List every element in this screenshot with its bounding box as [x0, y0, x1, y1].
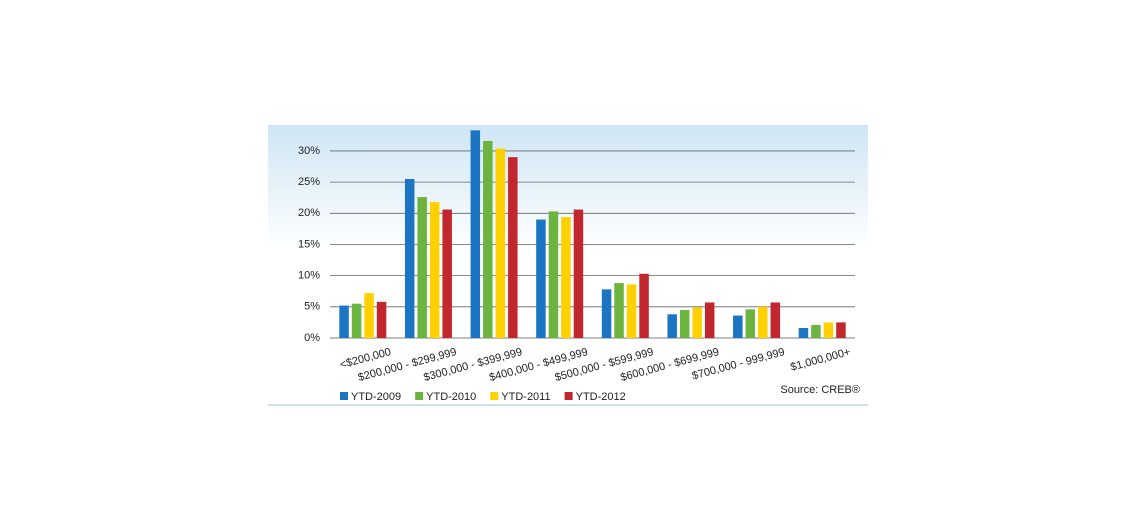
bar	[561, 217, 571, 338]
bar	[798, 328, 809, 338]
bar	[836, 322, 846, 338]
legend-label: YTD-2009	[351, 391, 401, 403]
bar	[811, 324, 821, 338]
bar	[601, 289, 612, 338]
bar	[548, 211, 559, 338]
legend-swatch	[340, 392, 348, 400]
bar	[442, 209, 452, 338]
bar	[417, 197, 427, 338]
bar	[364, 293, 374, 338]
legend-label: YTD-2012	[576, 391, 626, 403]
bar	[351, 303, 362, 338]
legend-swatch	[415, 392, 424, 400]
bar	[376, 301, 387, 338]
legend-label: YTD-2010	[426, 391, 476, 403]
bar	[536, 219, 546, 338]
bar	[573, 209, 584, 338]
bar	[639, 273, 649, 338]
y-tick-label: 30%	[298, 145, 320, 157]
bar	[614, 283, 624, 338]
bar	[626, 284, 637, 338]
y-tick-label: 15%	[298, 238, 320, 250]
bar	[429, 202, 440, 338]
bar	[704, 302, 715, 338]
bar	[692, 307, 702, 338]
legend-label: YTD-2011	[501, 391, 550, 403]
bar	[483, 140, 493, 338]
y-tick-label: 25%	[298, 176, 320, 188]
bar	[745, 309, 756, 338]
y-tick-label: 20%	[298, 207, 320, 219]
y-tick-label: 0%	[304, 332, 320, 344]
bar	[404, 179, 415, 338]
bar	[770, 302, 781, 338]
y-tick-label: 5%	[304, 301, 320, 313]
legend-swatch	[564, 392, 573, 400]
bar	[679, 309, 690, 338]
bar	[667, 314, 677, 338]
bar	[733, 315, 743, 338]
bar	[470, 130, 481, 338]
bar	[758, 306, 768, 338]
y-tick-label: 10%	[298, 270, 320, 282]
legend-swatch	[490, 392, 499, 400]
source: Source: CREB®	[780, 384, 860, 396]
bar	[495, 148, 506, 338]
bar	[823, 322, 834, 338]
bar	[339, 305, 349, 338]
bar	[508, 157, 518, 338]
